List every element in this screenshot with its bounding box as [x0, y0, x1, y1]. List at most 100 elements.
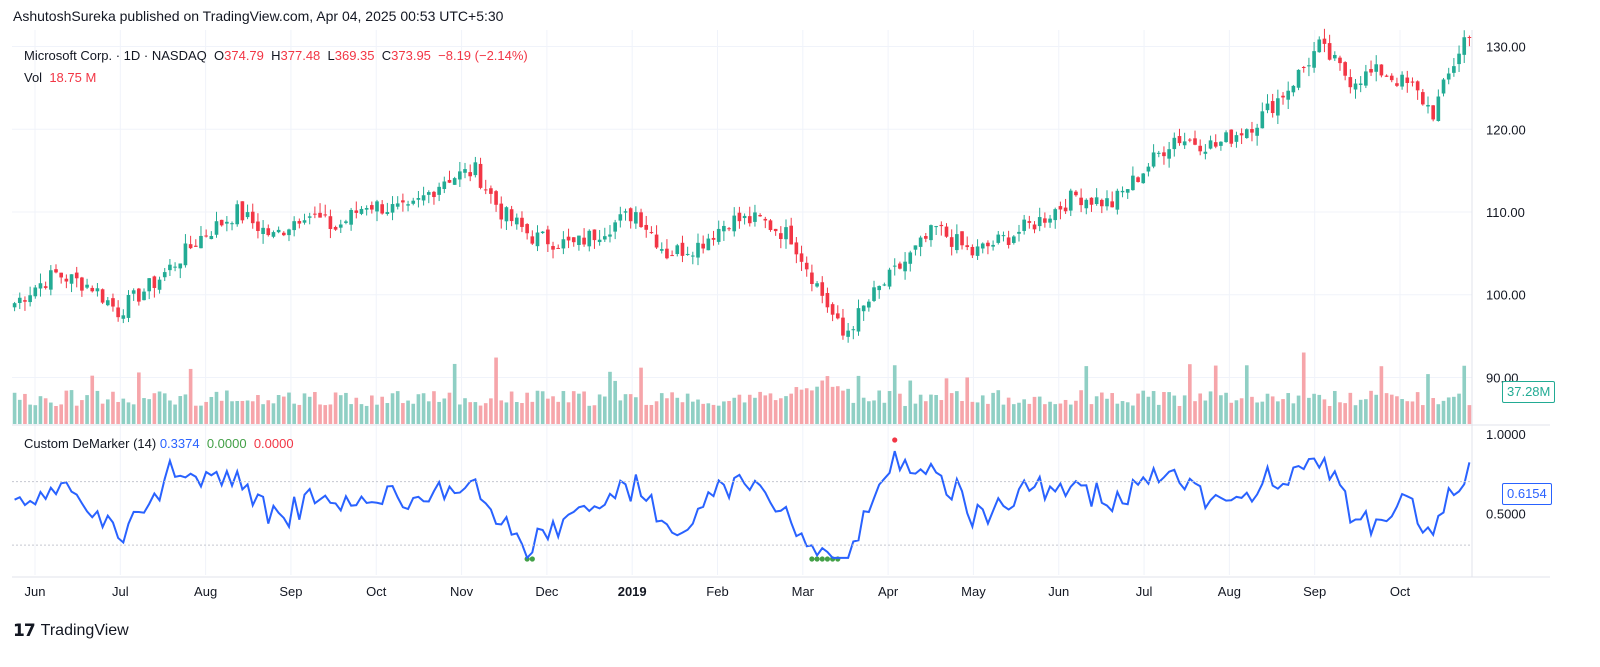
volume-bar — [38, 396, 43, 424]
candle-body — [955, 234, 959, 251]
volume-bar — [773, 400, 778, 424]
candle-body — [1017, 231, 1021, 234]
candle-body — [1312, 51, 1316, 68]
candle-body — [1379, 64, 1384, 76]
volume-bar — [105, 399, 110, 424]
candle-body — [975, 246, 980, 256]
candle-body — [546, 229, 550, 245]
candle-body — [1053, 209, 1058, 221]
indicator-legend: Custom DeMarker (14) 0.3374 0.0000 0.000… — [24, 436, 294, 451]
candle-body — [835, 313, 840, 319]
volume-bar — [463, 398, 467, 424]
volume-bar — [1219, 395, 1223, 424]
candle-body — [1043, 218, 1047, 223]
candle-body — [1188, 139, 1192, 141]
time-tick-label: Jun — [1048, 584, 1069, 599]
volume-bar — [872, 400, 876, 424]
volume-bar — [416, 394, 421, 424]
price-tick-label: 120.00 — [1486, 122, 1526, 137]
candle-body — [1281, 95, 1285, 98]
volume-bar — [577, 393, 581, 424]
candle-body — [349, 209, 353, 225]
candle-body — [882, 284, 887, 286]
candle-body — [644, 224, 649, 230]
volume-bar — [333, 392, 338, 424]
volume-bar — [680, 402, 685, 424]
candle-body — [556, 247, 561, 249]
candle-body — [240, 201, 245, 221]
candle-body — [1213, 142, 1218, 147]
volume-bar — [789, 393, 793, 424]
volume-bar — [1224, 392, 1228, 424]
volume-bar — [1074, 400, 1078, 424]
time-tick-label: Dec — [535, 584, 559, 599]
candle-body — [628, 208, 633, 222]
candle-body — [1105, 198, 1109, 207]
indicator-value-3: 0.0000 — [253, 436, 294, 451]
tradingview-logo-icon: 𝟭𝟳 — [13, 621, 36, 640]
candle-body — [944, 226, 949, 237]
time-tick-label: Oct — [366, 584, 387, 599]
candle-body — [271, 232, 276, 237]
candle-body — [892, 265, 897, 267]
candle-body — [142, 291, 146, 301]
volume-bar — [1369, 390, 1373, 424]
price-legend: Microsoft Corp. · 1D · NASDAQ O374.79 H3… — [24, 48, 528, 63]
volume-bar — [152, 393, 157, 424]
volume-bar — [426, 401, 431, 424]
candle-body — [1115, 190, 1120, 210]
candle-body — [126, 295, 131, 318]
candle-body — [613, 222, 617, 232]
candle-body — [105, 300, 110, 306]
candle-body — [1063, 207, 1068, 212]
candle-body — [178, 263, 183, 269]
vol-value: 18.75 M — [49, 70, 97, 85]
volume-bar — [882, 402, 887, 424]
time-tick-label: Jul — [1136, 584, 1153, 599]
candle-body — [1405, 77, 1410, 83]
volume-bar — [452, 363, 457, 424]
volume-bar — [1312, 393, 1316, 424]
volume-bar — [1022, 399, 1026, 424]
candle-body — [1431, 105, 1435, 120]
volume-bar — [753, 397, 757, 424]
volume-bar — [877, 390, 882, 424]
volume-bar — [385, 403, 390, 424]
volume-bar — [566, 402, 571, 424]
volume-bar — [188, 368, 193, 424]
volume-bar — [266, 400, 271, 424]
oversold-dot — [819, 556, 825, 562]
volume-bar — [727, 400, 731, 424]
volume-bar — [1410, 401, 1415, 424]
candle-body — [261, 227, 265, 235]
volume-bar — [1384, 393, 1389, 424]
candle-body — [489, 188, 493, 194]
publish-header: AshutoshSureka published on TradingView.… — [13, 8, 504, 24]
candle-body — [1343, 62, 1347, 76]
volume-bar — [582, 391, 586, 424]
candle-body — [1250, 129, 1254, 133]
volume-bar — [1193, 401, 1197, 424]
volume-bar — [421, 393, 426, 424]
candle-body — [447, 179, 452, 183]
volume-bar — [287, 392, 291, 424]
candle-body — [111, 298, 115, 307]
volume-bar — [634, 397, 638, 424]
candle-body — [235, 204, 240, 225]
candle-body — [1151, 152, 1156, 167]
candle-body — [509, 209, 514, 222]
volume-bar — [1421, 405, 1425, 424]
candle-body — [173, 266, 177, 268]
candle-body — [1172, 137, 1177, 150]
footer-brand[interactable]: 𝟭𝟳 TradingView — [13, 621, 129, 641]
volume-bar — [1115, 403, 1120, 424]
candle-body — [199, 235, 203, 249]
volume-bar — [1063, 399, 1068, 424]
candle-body — [923, 236, 928, 239]
candle-body — [763, 218, 768, 221]
volume-bar — [716, 405, 721, 424]
candle-body — [970, 246, 975, 256]
volume-bar — [401, 403, 405, 424]
volume-bar — [199, 405, 203, 424]
